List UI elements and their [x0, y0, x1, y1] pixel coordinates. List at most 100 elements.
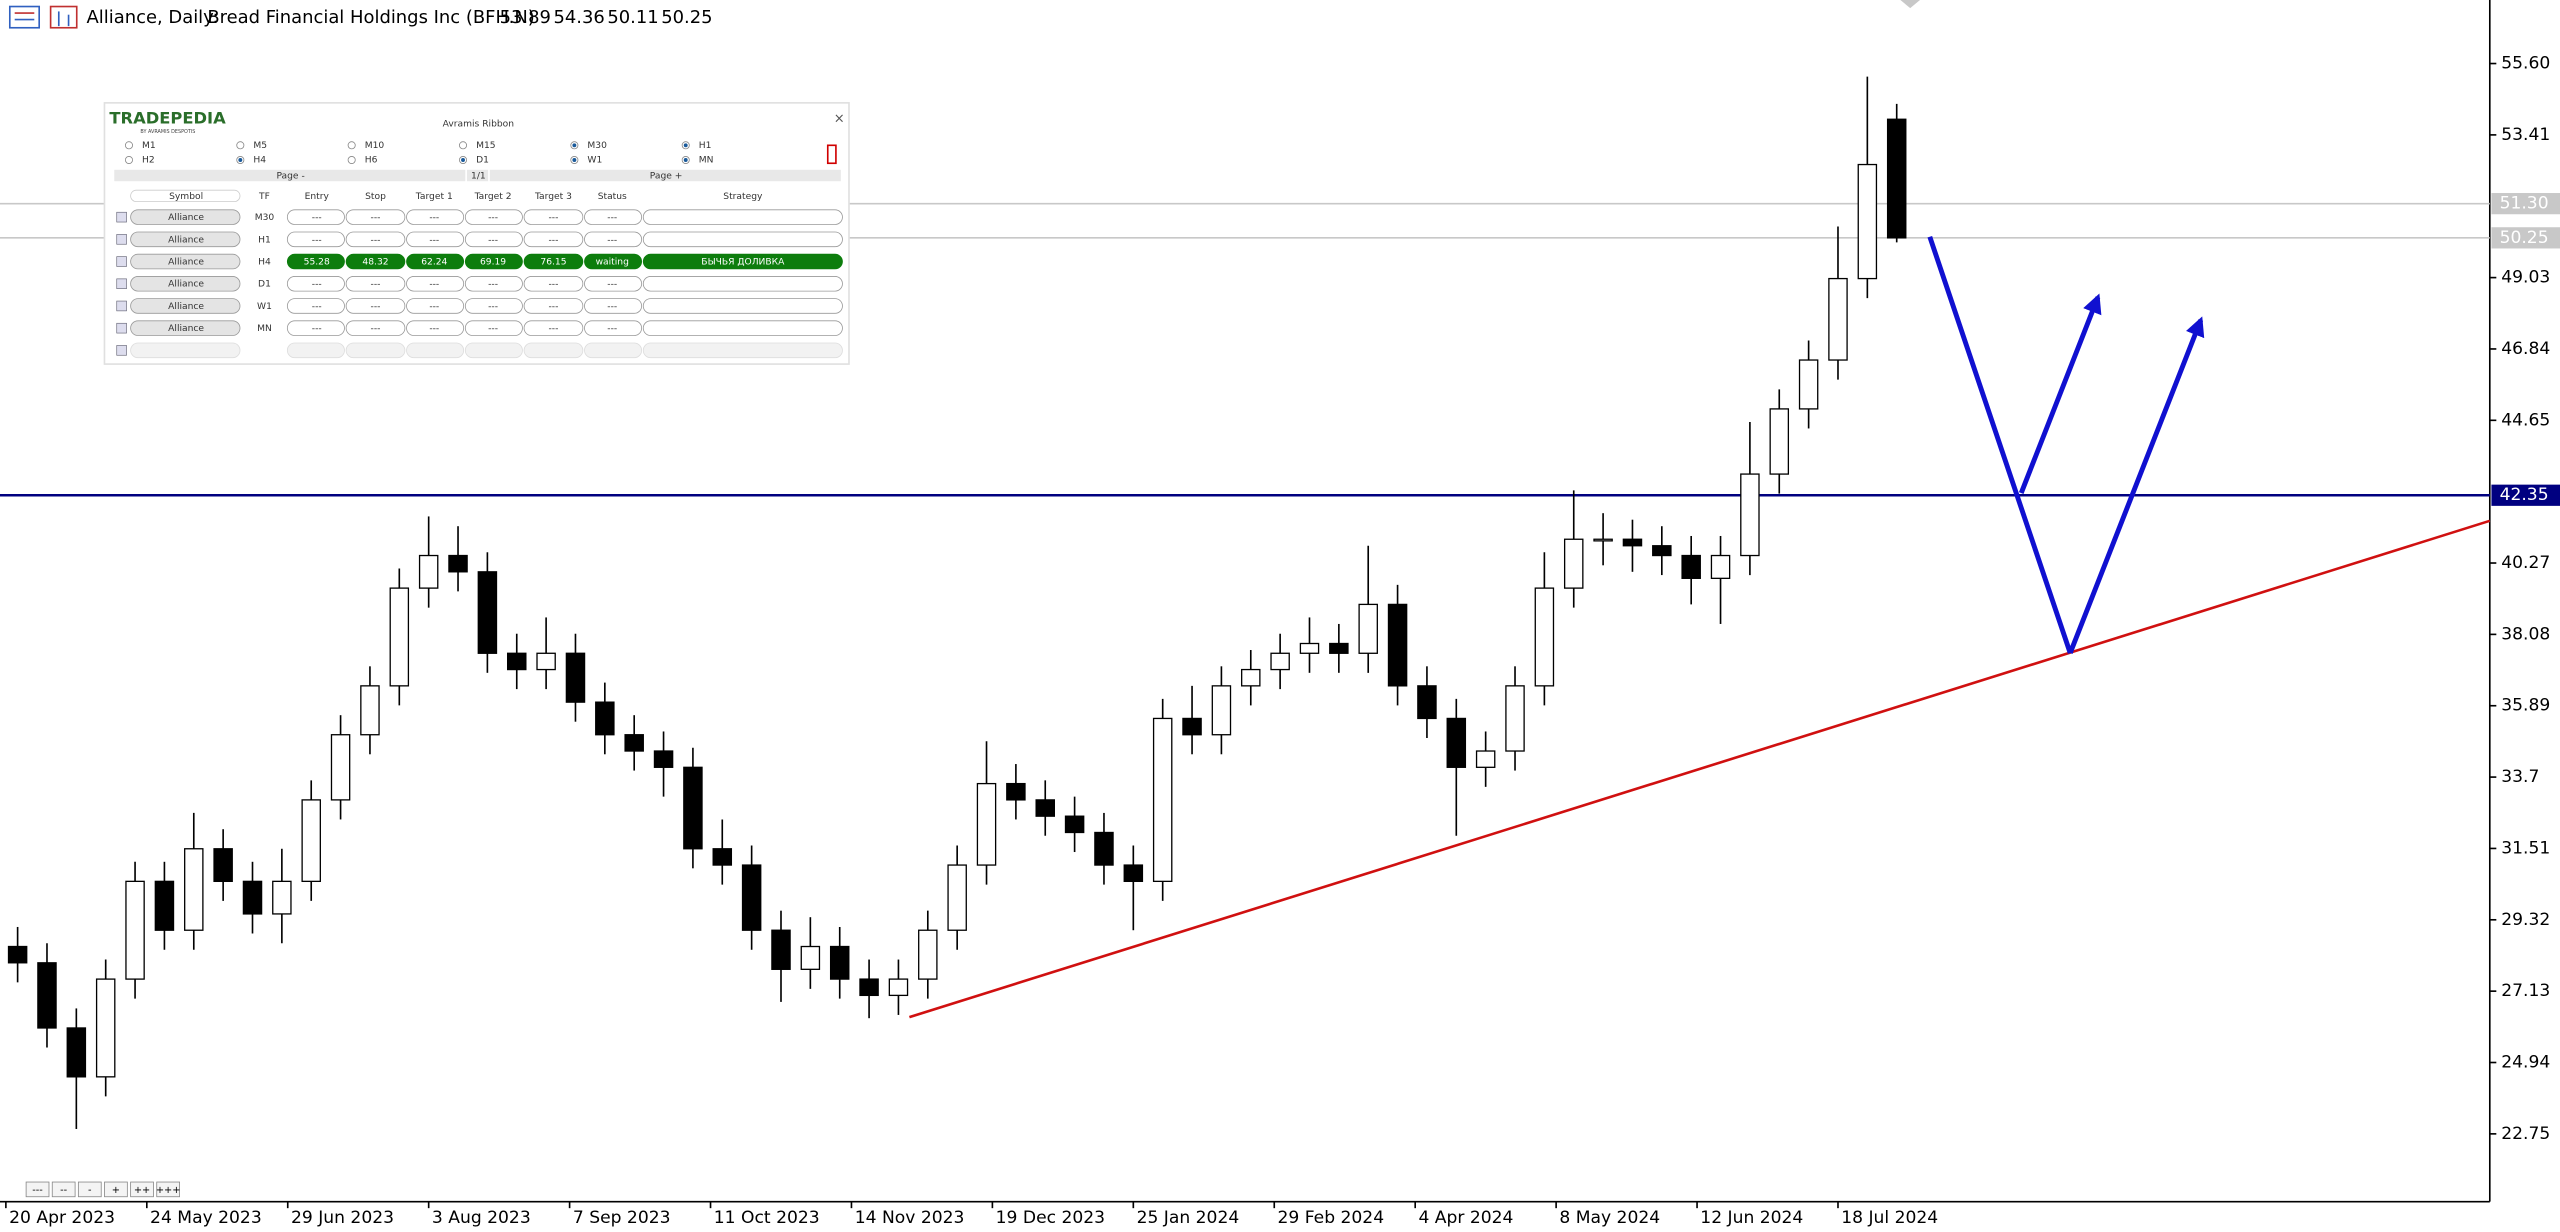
cell-text: --- — [549, 213, 559, 223]
row-icon[interactable] — [116, 278, 127, 289]
tf-cell-text: M30 — [255, 213, 275, 223]
cell-text: --- — [429, 302, 439, 312]
y-tick-label: 35.89 — [2501, 696, 2550, 716]
tf-cell-text: H4 — [258, 258, 271, 268]
timeframe-label: D1 — [476, 156, 489, 166]
projection-arrow[interactable] — [2067, 316, 2205, 654]
projection-arrow[interactable] — [2018, 293, 2102, 494]
y-tick-label: 24.94 — [2501, 1053, 2550, 1073]
candle-body — [1652, 545, 1672, 557]
timeframe-radio[interactable] — [347, 156, 356, 165]
candle-body — [1886, 118, 1907, 239]
value-cell — [464, 231, 523, 248]
candle-body — [418, 554, 439, 589]
column-header: Status — [598, 192, 627, 202]
cell-text: --- — [429, 280, 439, 290]
value-cell — [523, 253, 584, 270]
pager-button[interactable] — [114, 169, 466, 182]
timeframe-radio[interactable] — [124, 141, 133, 150]
cell-text: --- — [607, 235, 617, 245]
timeframe-radio[interactable] — [459, 141, 468, 150]
candle-body — [565, 652, 586, 703]
candle-body — [1241, 668, 1261, 687]
row-icon[interactable] — [116, 300, 127, 312]
pager-button[interactable] — [489, 169, 841, 182]
empty-cell — [286, 342, 345, 359]
value-cell — [523, 276, 584, 292]
timeframe-radio[interactable] — [124, 156, 133, 165]
candle-body — [1035, 799, 1055, 817]
value-cell — [345, 276, 406, 292]
candle-body — [1681, 554, 1701, 579]
zoom-button[interactable] — [25, 1181, 50, 1198]
cell-text: --- — [312, 280, 322, 290]
ohlc-high: 54.36 — [553, 7, 604, 28]
y-tick-label: 29.32 — [2501, 910, 2550, 930]
timeframe-radio[interactable] — [347, 141, 356, 150]
timeframe-radio[interactable] — [236, 141, 245, 150]
candle-body — [1299, 642, 1320, 654]
candle-body — [1740, 473, 1760, 557]
cell-text: Alliance — [168, 258, 204, 268]
cell-text: --- — [607, 302, 617, 312]
zoom-button[interactable] — [156, 1181, 180, 1198]
cell-text: waiting — [596, 258, 629, 268]
candle-body — [1270, 652, 1290, 671]
candle-body — [1798, 359, 1819, 410]
panel-close[interactable]: × — [834, 112, 845, 127]
value-cell — [642, 231, 843, 248]
symbol-cell — [130, 298, 241, 314]
zoom-button[interactable] — [77, 1181, 102, 1198]
value-cell — [642, 209, 843, 225]
trend-line[interactable] — [908, 519, 2491, 1019]
candle-body — [272, 880, 292, 915]
value-cell — [406, 253, 465, 270]
value-cell — [286, 276, 345, 292]
candle-body — [1505, 685, 1525, 752]
cell-text: --- — [488, 280, 498, 290]
candle-body — [595, 701, 615, 736]
candle-body — [360, 685, 380, 736]
empty-cell — [642, 342, 843, 359]
y-tick-label: 49.03 — [2501, 268, 2550, 288]
x-tick-label: 24 May 2023 — [150, 1208, 262, 1228]
tf-cell-text: H1 — [258, 235, 271, 245]
candle-body — [66, 1027, 87, 1078]
cell-text: БЫЧЬЯ ДОЛИВКА — [701, 258, 785, 268]
cell-text: --- — [607, 213, 617, 223]
settings-button[interactable] — [826, 144, 837, 165]
zoom-button[interactable] — [51, 1181, 76, 1198]
value-cell — [464, 298, 523, 314]
timeframe-radio-dot — [461, 158, 465, 162]
row-icon[interactable] — [116, 211, 127, 223]
price-level-label: 42.35 — [2500, 485, 2549, 505]
timeframe-label: M10 — [365, 141, 385, 151]
candle-body — [1006, 782, 1026, 801]
pager-label: Page - — [276, 172, 304, 182]
zoom-button[interactable] — [104, 1181, 128, 1198]
row-icon[interactable] — [116, 234, 127, 245]
cell-text: --- — [549, 280, 559, 290]
y-tick-label: 53.41 — [2501, 125, 2550, 145]
x-tick-label: 29 Feb 2024 — [1278, 1208, 1385, 1228]
cell-text: 69.19 — [480, 258, 506, 268]
value-cell — [584, 231, 643, 248]
zoom-button-label: + — [112, 1185, 120, 1196]
timeframe-label: M15 — [476, 141, 496, 151]
chart-icon[interactable] — [49, 5, 78, 29]
cell-text: --- — [429, 235, 439, 245]
zoom-button[interactable] — [130, 1181, 154, 1198]
value-cell — [286, 209, 345, 225]
cell-text: --- — [488, 213, 498, 223]
candle-body — [301, 799, 321, 883]
row-icon[interactable] — [116, 322, 127, 334]
value-cell — [286, 253, 345, 270]
panel-logo: TRADEPEDIA — [109, 109, 226, 128]
x-tick-label: 29 Jun 2023 — [291, 1208, 394, 1228]
column-header: TF — [258, 192, 270, 202]
projection-arrow[interactable] — [1927, 235, 2073, 654]
row-icon[interactable] — [116, 256, 127, 267]
menu-icon[interactable] — [8, 5, 40, 29]
